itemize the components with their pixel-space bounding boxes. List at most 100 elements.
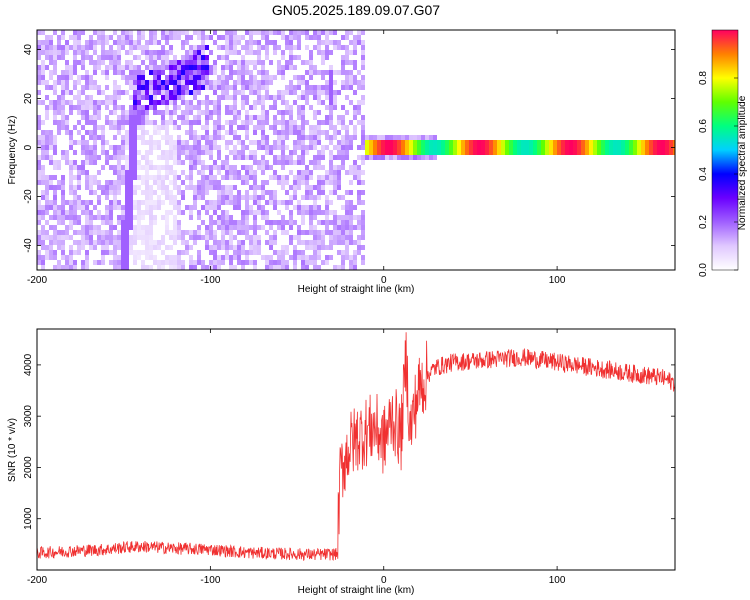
heatmap-cell (161, 155, 165, 160)
heatmap-cell (165, 130, 169, 135)
heatmap-cell (301, 175, 305, 180)
heatmap-cell (473, 145, 477, 150)
heatmap-cell (181, 240, 185, 245)
heatmap-cell (257, 235, 261, 240)
heatmap-cell (109, 95, 113, 100)
heatmap-cell (153, 180, 157, 185)
heatmap-cell (65, 65, 69, 70)
heatmap-cell (393, 135, 397, 140)
heatmap-cell (125, 195, 129, 200)
heatmap-cell (37, 180, 41, 185)
heatmap-cell (349, 210, 353, 215)
heatmap-cell (145, 115, 149, 120)
heatmap-cell (157, 265, 161, 270)
colorbar-tick-label: 0.8 (698, 71, 709, 85)
heatmap-cell (157, 110, 161, 115)
heatmap-cell (261, 140, 265, 145)
heatmap-cell (173, 180, 177, 185)
heatmap-cell (349, 220, 353, 225)
heatmap-cell (225, 225, 229, 230)
heatmap-cell (325, 85, 329, 90)
heatmap-cell (649, 150, 653, 155)
heatmap-cell (237, 260, 241, 265)
heatmap-cell (621, 140, 625, 145)
heatmap-cell (37, 100, 41, 105)
heatmap-cell (353, 205, 357, 210)
heatmap-cell (113, 265, 117, 270)
heatmap-cell (237, 225, 241, 230)
heatmap-cell (177, 80, 181, 85)
heatmap-cell (257, 115, 261, 120)
heatmap-cell (361, 215, 365, 220)
heatmap-cell (221, 95, 225, 100)
heatmap-cell (217, 155, 221, 160)
heatmap-cell (73, 265, 77, 270)
heatmap-cell (365, 150, 369, 155)
heatmap-cell (181, 210, 185, 215)
heatmap-cell (301, 170, 305, 175)
heatmap-cell (145, 45, 149, 50)
heatmap-cell (309, 135, 313, 140)
heatmap-cell (361, 55, 365, 60)
heatmap-cell (341, 260, 345, 265)
heatmap-cell (181, 65, 185, 70)
heatmap-cell (113, 250, 117, 255)
heatmap-cell (141, 135, 145, 140)
heatmap-cell (277, 60, 281, 65)
heatmap-cell (361, 170, 365, 175)
heatmap-cell (81, 65, 85, 70)
heatmap-cell (113, 55, 117, 60)
heatmap-cell (105, 40, 109, 45)
heatmap-cell (301, 255, 305, 260)
heatmap-cell (141, 180, 145, 185)
heatmap-cell (177, 150, 181, 155)
heatmap-cell (49, 50, 53, 55)
heatmap-cell (225, 170, 229, 175)
heatmap-cell (65, 75, 69, 80)
heatmap-cell (573, 140, 577, 145)
heatmap-cell (313, 145, 317, 150)
heatmap-cell (257, 90, 261, 95)
heatmap-cell (137, 75, 141, 80)
heatmap-cell (277, 265, 281, 270)
heatmap-cell (309, 195, 313, 200)
heatmap-cell (593, 150, 597, 155)
heatmap-cell (317, 135, 321, 140)
heatmap-cell (201, 35, 205, 40)
heatmap-cell (345, 110, 349, 115)
heatmap-cell (253, 155, 257, 160)
heatmap-cell (177, 265, 181, 270)
heatmap-cell (177, 210, 181, 215)
heatmap-cell (293, 160, 297, 165)
heatmap-cell (297, 170, 301, 175)
heatmap-cell (185, 40, 189, 45)
heatmap-cell (149, 235, 153, 240)
heatmap-cell (245, 165, 249, 170)
heatmap-cell (105, 245, 109, 250)
heatmap-cell (341, 140, 345, 145)
heatmap-cell (121, 65, 125, 70)
heatmap-cell (45, 205, 49, 210)
heatmap-cell (169, 195, 173, 200)
heatmap-cell (217, 170, 221, 175)
heatmap-cell (117, 65, 121, 70)
heatmap-cell (173, 80, 177, 85)
heatmap-cell (113, 120, 117, 125)
heatmap-cell (197, 65, 201, 70)
heatmap-cell (357, 195, 361, 200)
heatmap-cell (205, 65, 209, 70)
heatmap-cell (177, 35, 181, 40)
snr-x-tick-label: 0 (381, 575, 387, 586)
heatmap-cell (61, 75, 65, 80)
colorbar-tick-label: 0.2 (698, 215, 709, 229)
snr-x-axis-label: Height of straight line (km) (298, 585, 415, 596)
heatmap-cell (49, 135, 53, 140)
heatmap-cell (305, 185, 309, 190)
heatmap-cell (201, 175, 205, 180)
heatmap-cell (353, 165, 357, 170)
heatmap-cell (221, 80, 225, 85)
spectrogram-x-tick-label: -200 (27, 275, 47, 286)
heatmap-cell (113, 110, 117, 115)
heatmap-cell (205, 265, 209, 270)
heatmap-cell (73, 200, 77, 205)
